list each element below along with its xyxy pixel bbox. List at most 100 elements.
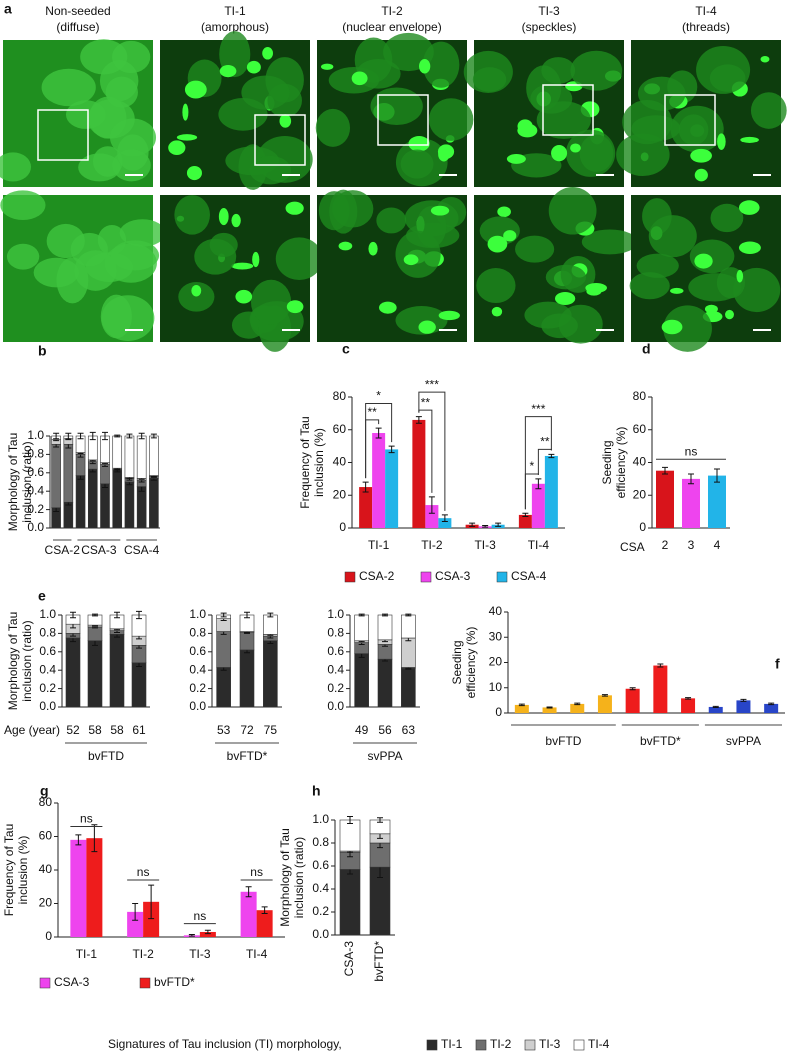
bar-segment (63, 501, 74, 529)
inset-box (664, 94, 716, 146)
y-tick-label: 0.8 (27, 447, 44, 461)
significance-label: ns (250, 865, 263, 879)
error-bar (358, 613, 365, 617)
inclusion (418, 320, 436, 334)
cell (629, 272, 670, 300)
x-tick-label: 2 (662, 538, 669, 552)
error-bar (136, 610, 142, 620)
error-bar (469, 522, 476, 527)
bar-segment (87, 614, 103, 626)
error-bar (188, 933, 195, 937)
bar-segment (109, 634, 125, 708)
legend-label: bvFTD* (154, 975, 195, 989)
inclusion (503, 230, 517, 242)
error-bar (685, 697, 692, 700)
y-tick-label: 0.6 (189, 644, 206, 658)
cell (250, 279, 292, 325)
error-bar (267, 612, 274, 618)
inclusion (725, 309, 734, 320)
x-tick-label: 4 (714, 538, 721, 552)
bar (736, 700, 751, 713)
y-tick-label: 0.6 (312, 858, 329, 872)
bar (544, 455, 558, 528)
inset-box (542, 84, 594, 136)
x-tick-label: 58 (88, 723, 102, 737)
image-title: TI-1 (224, 4, 246, 18)
cell (0, 152, 32, 182)
significance-label: * (376, 389, 381, 403)
significance-label: ns (194, 909, 207, 923)
y-axis-label: Frequency of Tau (298, 416, 312, 509)
inclusion (186, 165, 202, 181)
bar (514, 704, 529, 713)
bar-segment (377, 614, 393, 641)
bar-segment (377, 658, 393, 708)
error-bar (662, 466, 668, 475)
cell (231, 311, 266, 339)
y-axis-label: Frequency of Tau (2, 824, 16, 917)
bar-segment (149, 478, 159, 529)
error-bar (102, 431, 108, 441)
bar-segment (263, 640, 278, 708)
bar-segment (401, 614, 416, 639)
legend-label: TI-4 (588, 1037, 610, 1051)
cell (710, 203, 744, 233)
bar (653, 665, 668, 713)
bar-segment (100, 464, 110, 485)
y-tick-label: 40 (39, 862, 53, 876)
legend-label: TI-2 (490, 1037, 512, 1051)
inclusion (351, 71, 368, 86)
y-tick-label: 0 (339, 520, 346, 534)
bar-segment (136, 486, 147, 529)
panel-label: a (4, 1, 12, 17)
error-bar (657, 663, 664, 668)
y-tick-label: 10 (489, 680, 503, 694)
bar-segment (239, 649, 255, 708)
bar-segment (87, 640, 103, 708)
y-tick-label: 0.4 (189, 662, 206, 676)
cell (315, 108, 351, 147)
bar (256, 910, 273, 937)
significance-label: ** (540, 435, 550, 449)
error-bar (714, 468, 720, 483)
cell (536, 101, 591, 139)
x-axis-label: Age (year) (4, 723, 60, 737)
group-label: bvFTD* (640, 734, 681, 748)
significance-label: ns (80, 812, 93, 826)
cell (41, 68, 96, 107)
bar (359, 487, 373, 528)
error-bar (740, 698, 747, 702)
cell (356, 59, 401, 89)
error-bar (362, 481, 369, 493)
error-bar (535, 478, 542, 490)
error-bar (75, 834, 82, 846)
image-title: (nuclear envelope) (342, 20, 441, 34)
inclusion (704, 304, 718, 314)
legend-label: CSA-4 (511, 569, 547, 583)
panel-label: h (312, 783, 321, 799)
inclusion (379, 301, 397, 314)
bar (372, 433, 386, 528)
cell (275, 237, 323, 280)
bar-segment (87, 626, 103, 642)
cell (579, 134, 614, 173)
significance-label: ** (367, 405, 377, 419)
image-title: Non-seeded (45, 4, 110, 18)
bar-segment (63, 443, 74, 503)
x-tick-label: TI-1 (368, 538, 390, 552)
error-bar (518, 703, 525, 707)
bar (425, 505, 439, 528)
x-tick-label: bvFTD* (372, 941, 386, 982)
inclusion (219, 64, 237, 78)
error-bar (548, 453, 555, 459)
cell (558, 304, 603, 344)
cell (545, 264, 587, 290)
cell (376, 207, 407, 234)
legend-label: TI-3 (539, 1037, 561, 1051)
y-axis-label: inclusion (ratio) (20, 441, 34, 522)
bar-segment (339, 819, 361, 852)
x-tick-label: 3 (688, 538, 695, 552)
inclusion (430, 205, 450, 216)
y-tick-label: 40 (333, 455, 347, 469)
